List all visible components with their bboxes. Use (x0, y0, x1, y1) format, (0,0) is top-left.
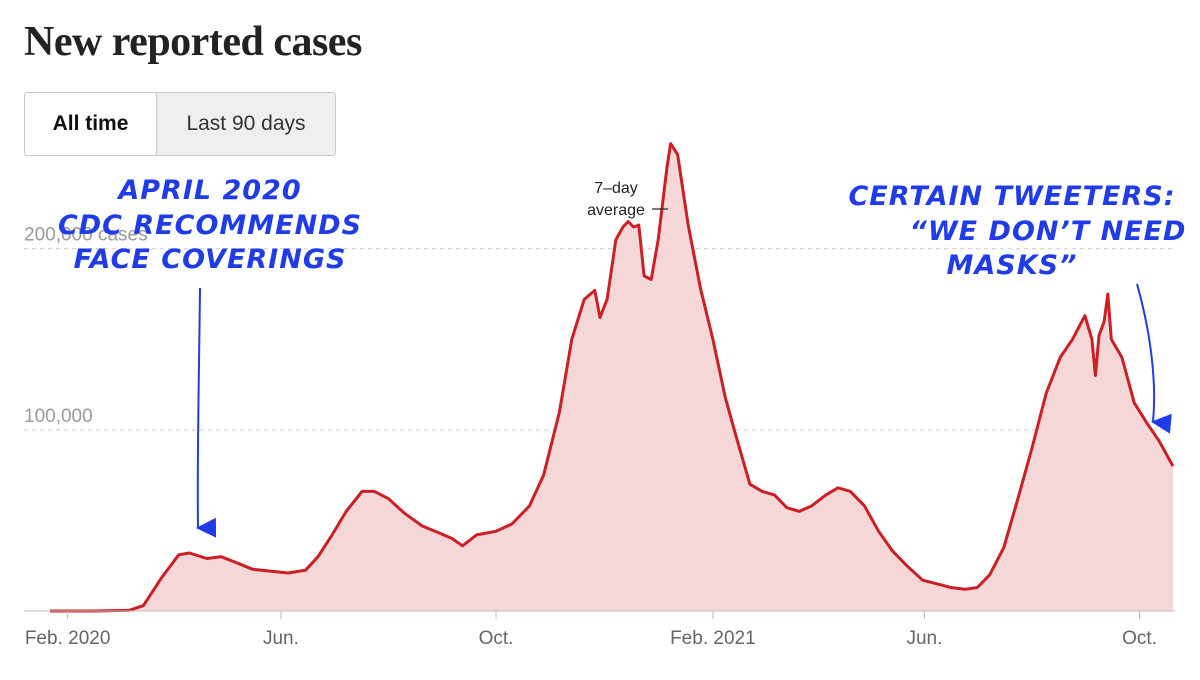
time-range-tabs: All time Last 90 days (24, 92, 336, 156)
x-tick-label: Jun. (263, 628, 299, 649)
annotation-right-line-3: MASKS” (947, 250, 1078, 281)
annotation-right-line-2: “WE DON’T NEED (910, 216, 1187, 247)
x-tick-label: Feb. 2021 (670, 628, 756, 649)
annotation-left-line-2: CDC RECOMMENDS (58, 210, 362, 241)
callout-line-2: average (587, 202, 645, 219)
callout-line-1: 7–day (594, 180, 638, 197)
annotation-left-line-1: APRIL 2020 (116, 175, 301, 206)
seven-day-average-line (50, 142, 1175, 613)
x-tick-label: Oct. (1122, 628, 1157, 649)
x-tick-label: Oct. (479, 628, 514, 649)
annotation-right-arrow (1136, 283, 1172, 434)
annotation-left-arrow (196, 287, 217, 538)
annotation-april-2020: APRIL 2020 CDC RECOMMENDS FACE COVERINGS (58, 175, 362, 538)
x-tick-label: Jun. (906, 628, 942, 649)
tab-all-time[interactable]: All time (25, 93, 157, 155)
page-title: New reported cases (24, 19, 362, 65)
annotation-certain-tweeters: CERTAIN TWEETERS: “WE DON’T NEED MASKS” (848, 181, 1187, 434)
tab-last-90-days[interactable]: Last 90 days (157, 93, 335, 155)
x-tick-label: Feb. 2020 (25, 628, 111, 649)
annotation-right-line-1: CERTAIN TWEETERS: (848, 181, 1175, 212)
y-tick-label: 200,000 cases (24, 225, 148, 246)
callout-7-day-average: 7–day average (587, 180, 668, 219)
cases-area (50, 143, 1173, 611)
y-tick-label: 100,000 (24, 406, 93, 427)
annotation-left-line-3: FACE COVERINGS (74, 244, 347, 275)
